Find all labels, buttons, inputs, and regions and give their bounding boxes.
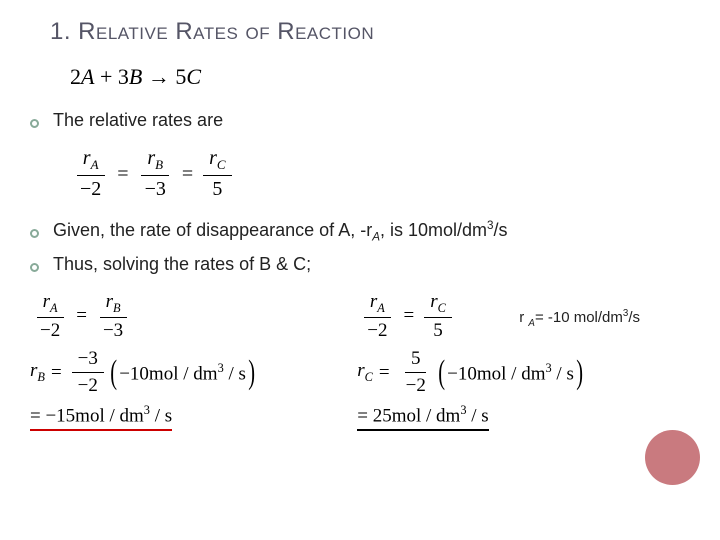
bullet-3: Thus, solving the rates of B & C;: [30, 254, 690, 275]
bullet-icon: [30, 263, 39, 272]
rb-expression: rB = −3−2 ( −10mol / dm3 / s ): [30, 348, 257, 397]
relative-rates-equation: rA −2 = rB −3 = rC 5: [70, 147, 690, 201]
reaction-lhs: 2A + 3B: [70, 64, 142, 89]
bullet-3-text: Thus, solving the rates of B & C;: [53, 254, 311, 275]
frac-ra: rA −2: [74, 147, 107, 201]
rc-expression: rC = 5−2 ( −10mol / dm3 / s ): [357, 348, 585, 397]
bullet-2: Given, the rate of disappearance of A, -…: [30, 219, 690, 244]
reaction-equation: 2A + 3B → 5C: [70, 64, 690, 90]
bullet-icon: [30, 229, 39, 238]
frac-rb: rB −3: [139, 147, 172, 201]
bullet-1-text: The relative rates are: [53, 110, 223, 131]
annotation-ra: r A= -10 mol/dm3/s: [519, 308, 640, 329]
decor-circle-icon: [645, 430, 700, 485]
rb-result: = −15mol / dm3 / s: [30, 403, 257, 430]
arrow-icon: →: [148, 64, 170, 89]
bullet-icon: [30, 119, 39, 128]
slide-title: 1. Relative Rates of Reaction: [50, 18, 670, 46]
col-b: rA−2 = rB−3 rB = −3−2 ( −10mol / dm3 / s…: [30, 291, 257, 431]
reaction-rhs: 5C: [175, 64, 201, 89]
bullet-1: The relative rates are: [30, 110, 690, 131]
rc-result: = 25mol / dm3 / s: [357, 403, 585, 430]
bullet-2-text: Given, the rate of disappearance of A, -…: [53, 219, 508, 244]
frac-rc: rC 5: [203, 147, 231, 201]
